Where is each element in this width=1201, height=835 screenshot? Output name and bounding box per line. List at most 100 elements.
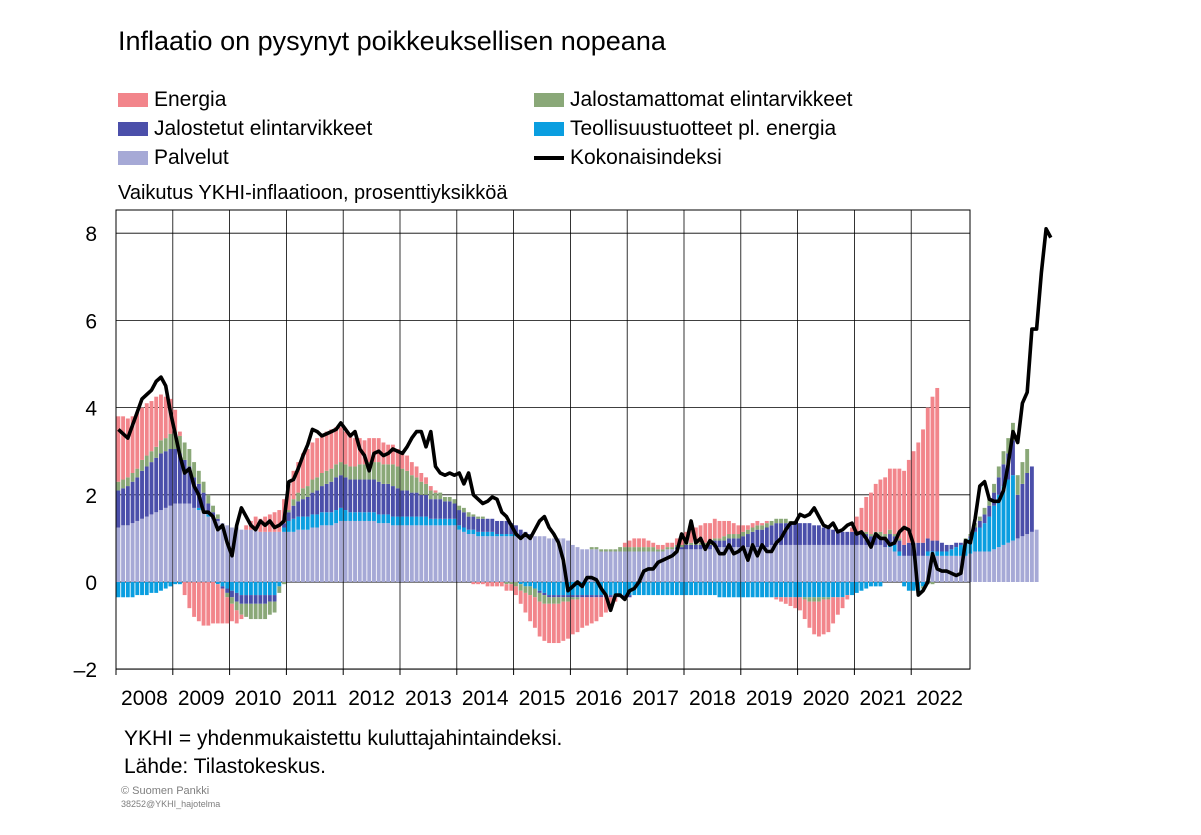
- bar-segment: [712, 538, 717, 541]
- bar-segment: [301, 516, 305, 530]
- bar-segment: [745, 547, 750, 582]
- x-tick-label: 2013: [405, 687, 452, 710]
- bar-segment: [390, 464, 395, 487]
- bar-segment: [532, 588, 537, 598]
- bar-segment: [793, 582, 798, 598]
- bar-segment: [225, 597, 230, 624]
- bar-segment: [310, 527, 315, 582]
- bar-segment: [220, 586, 225, 589]
- bar-segment: [684, 582, 689, 596]
- bar-segment: [608, 549, 613, 552]
- bar-segment: [130, 523, 135, 582]
- bar-segment: [632, 547, 637, 552]
- bar-segment: [362, 479, 367, 513]
- bar-segment: [163, 438, 168, 452]
- bar-segment: [622, 542, 627, 548]
- bar-segment: [206, 516, 211, 582]
- bar-segment: [632, 551, 637, 582]
- bar-segment: [518, 536, 523, 582]
- bar-segment: [244, 595, 249, 604]
- bar-segment: [826, 527, 831, 545]
- bar-segment: [315, 490, 320, 515]
- bar-segment: [906, 555, 911, 582]
- bar-segment: [542, 592, 547, 596]
- bar-segment: [395, 466, 400, 489]
- bar-segment: [755, 547, 760, 582]
- bar-segment: [708, 544, 712, 550]
- legend-swatch: [118, 93, 148, 107]
- bar-segment: [263, 582, 268, 596]
- bar-segment: [291, 531, 296, 582]
- bar-segment: [750, 547, 755, 582]
- bar-segment: [305, 516, 310, 530]
- bar-segment: [267, 595, 272, 602]
- bar-segment: [869, 582, 873, 587]
- bar-segment: [556, 595, 561, 598]
- bar-segment: [864, 582, 869, 589]
- bar-segment: [149, 462, 154, 515]
- bar-segment: [400, 453, 405, 469]
- bar-segment: [173, 409, 178, 432]
- bar-segment: [258, 518, 263, 532]
- bar-segment: [135, 411, 140, 469]
- bar-segment: [911, 451, 916, 543]
- bar-segment: [471, 516, 476, 530]
- bar-segment: [802, 599, 807, 620]
- bar-segment: [476, 536, 481, 582]
- bar-segment: [992, 549, 996, 582]
- bar-segment: [561, 597, 566, 602]
- bar-segment: [566, 601, 570, 639]
- x-tick-label: 2010: [235, 687, 282, 710]
- bar-segment: [741, 536, 746, 548]
- bar-segment: [580, 549, 585, 582]
- bar-segment: [201, 582, 206, 626]
- bar-segment: [362, 464, 367, 480]
- bar-segment: [637, 551, 641, 582]
- bar-segment: [452, 518, 457, 526]
- bar-segment: [291, 518, 296, 532]
- bar-segment: [428, 499, 433, 519]
- bar-segment: [144, 466, 149, 517]
- bar-segment: [230, 603, 234, 622]
- bar-segment: [821, 527, 826, 545]
- bar-segment: [130, 416, 135, 473]
- bar-segment: [234, 601, 239, 611]
- bar-segment: [177, 453, 182, 504]
- bar-segment: [831, 597, 836, 624]
- bar-segment: [745, 534, 750, 548]
- bar-segment: [963, 555, 968, 582]
- bar-segment: [665, 549, 670, 582]
- bar-segment: [405, 470, 410, 491]
- bar-segment: [816, 544, 821, 582]
- bar-segment: [532, 582, 537, 589]
- bar-segment: [750, 527, 755, 532]
- bar-segment: [741, 525, 746, 532]
- bar-segment: [372, 462, 376, 480]
- bar-segment: [457, 510, 462, 526]
- bar-segment: [580, 597, 585, 628]
- bar-segment: [717, 538, 722, 541]
- bar-segment: [646, 547, 651, 552]
- bar-segment: [665, 582, 670, 596]
- bar-segment: [149, 582, 154, 593]
- bar-segment: [1006, 479, 1011, 543]
- bar-segment: [159, 394, 163, 441]
- bar-segment: [580, 595, 585, 598]
- bar-segment: [485, 531, 490, 537]
- bar-segment: [457, 505, 462, 511]
- bar-segment: [239, 603, 244, 615]
- bar-segment: [736, 538, 741, 548]
- plot-frame: [115, 209, 971, 670]
- bar-segment: [987, 505, 992, 517]
- bar-segment: [334, 427, 339, 465]
- bar-segment: [230, 582, 234, 591]
- bar-segment: [452, 503, 457, 519]
- bar-segment: [594, 547, 599, 550]
- bar-segment: [987, 499, 992, 506]
- bar-segment: [206, 494, 211, 504]
- bar-segment: [253, 516, 258, 530]
- bar-segment: [490, 518, 495, 532]
- bar-segment: [727, 538, 731, 548]
- bar-segment: [802, 582, 807, 598]
- bar-segment: [755, 520, 760, 526]
